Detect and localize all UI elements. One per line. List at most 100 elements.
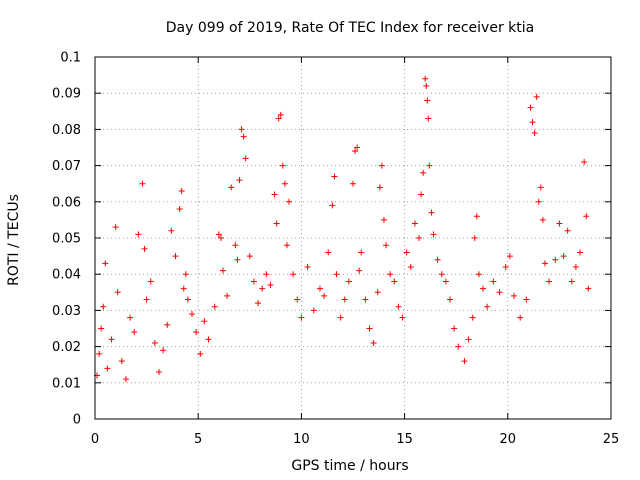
data-point — [356, 267, 363, 274]
data-point — [294, 296, 301, 303]
data-point — [184, 296, 191, 303]
x-tick-label: 20 — [500, 432, 517, 447]
data-point — [135, 231, 142, 238]
data-point — [281, 180, 288, 187]
data-point — [447, 296, 454, 303]
data-point — [96, 350, 103, 357]
x-tick-label: 5 — [194, 432, 202, 447]
data-point — [577, 249, 584, 256]
data-point — [234, 256, 241, 263]
data-point — [418, 191, 425, 198]
y-tick-label: 0.09 — [52, 87, 81, 102]
data-point — [298, 314, 305, 321]
data-point — [238, 126, 245, 133]
data-point — [100, 303, 107, 310]
data-point — [430, 231, 437, 238]
data-point — [490, 278, 497, 285]
data-point — [560, 253, 567, 260]
data-point — [250, 278, 257, 285]
y-tick-label: 0.03 — [52, 304, 81, 319]
grid-lines — [95, 57, 611, 419]
data-point — [370, 339, 377, 346]
data-point — [465, 336, 472, 343]
data-point — [374, 289, 381, 296]
x-tick-label: 10 — [293, 432, 310, 447]
y-tick-label: 0.05 — [52, 232, 81, 247]
data-point — [480, 285, 487, 292]
data-point — [387, 271, 394, 278]
x-tick-label: 0 — [91, 432, 99, 447]
data-point — [484, 303, 491, 310]
data-point — [277, 111, 284, 118]
data-point — [337, 314, 344, 321]
data-point — [108, 336, 115, 343]
data-point — [141, 245, 148, 252]
data-point — [205, 336, 212, 343]
y-tick-label: 0.1 — [60, 51, 81, 66]
data-point — [556, 220, 563, 227]
data-point — [180, 285, 187, 292]
data-point — [552, 256, 559, 263]
data-point — [425, 115, 432, 122]
data-point — [217, 235, 224, 241]
data-point — [539, 216, 546, 223]
data-point — [331, 173, 338, 180]
data-point — [395, 303, 402, 310]
y-tick-label: 0.02 — [52, 340, 81, 355]
data-point — [224, 292, 231, 299]
data-point — [496, 289, 503, 296]
data-point — [112, 224, 119, 231]
data-point — [585, 285, 592, 292]
x-tick-label: 15 — [396, 432, 413, 447]
data-point — [263, 271, 270, 278]
data-point — [376, 184, 383, 191]
data-point — [438, 271, 445, 278]
chart-title: Day 099 of 2019, Rate Of TEC Index for r… — [166, 20, 534, 36]
data-point — [228, 184, 235, 191]
data-point — [350, 180, 356, 187]
data-point — [155, 368, 162, 375]
data-point — [168, 227, 175, 234]
data-point — [139, 180, 146, 187]
data-point — [164, 321, 171, 328]
data-point — [529, 119, 536, 126]
data-point — [283, 242, 290, 249]
data-point — [420, 169, 427, 176]
data-point — [160, 347, 167, 354]
data-point — [471, 235, 478, 241]
data-point — [426, 162, 433, 169]
axis-ticks: 0 0.01 0.02 0.03 0.04 0.05 0.06 0.07 0.08 0.09 0.1… — [52, 51, 619, 448]
data-point — [423, 82, 430, 89]
data-point — [546, 278, 553, 285]
data-point — [255, 300, 262, 307]
data-point — [537, 184, 544, 191]
data-point — [424, 97, 431, 104]
data-point — [502, 263, 509, 270]
data-point — [391, 278, 398, 285]
data-point — [411, 220, 418, 227]
data-point — [510, 292, 517, 299]
data-point — [506, 253, 513, 260]
plot-frame — [94, 56, 612, 420]
data-point — [273, 220, 280, 227]
y-tick-label: 0.04 — [52, 268, 81, 283]
data-point — [341, 296, 348, 303]
data-point — [531, 130, 538, 137]
data-point — [176, 206, 183, 213]
data-point — [380, 216, 387, 223]
data-point — [215, 231, 222, 238]
data-point — [407, 263, 414, 270]
data-point — [517, 314, 524, 321]
data-point — [127, 314, 134, 321]
data-point — [475, 271, 482, 278]
data-point — [211, 303, 218, 310]
data-point — [151, 339, 158, 346]
data-point — [572, 263, 579, 270]
x-axis-label: GPS time / hours — [291, 458, 408, 474]
data-point — [455, 343, 462, 350]
data-point — [246, 253, 253, 260]
data-point — [286, 198, 293, 205]
data-point — [442, 278, 449, 285]
data-point — [378, 162, 385, 169]
